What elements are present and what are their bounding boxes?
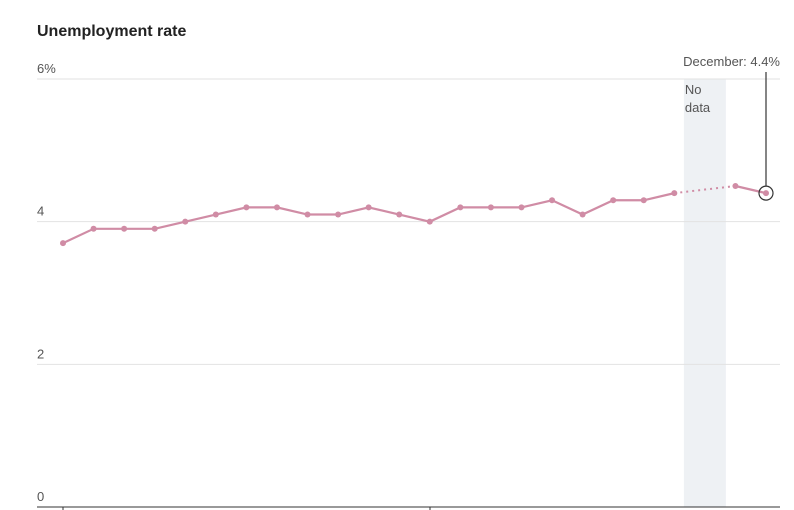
chart-title: Unemployment rate [37, 23, 186, 40]
point [732, 183, 739, 189]
y-tick-label: 6% [37, 61, 56, 76]
y-tick-label: 2 [37, 346, 44, 361]
no-data-label: No data [685, 82, 711, 115]
no-data-label-line: data [685, 100, 711, 115]
point [579, 211, 586, 218]
y-tick-label: 0 [37, 489, 44, 504]
point [304, 211, 311, 218]
point [549, 197, 556, 204]
gap-connector [674, 185, 736, 195]
no-data-band [683, 79, 726, 507]
point [335, 211, 342, 218]
point [212, 211, 219, 218]
point [243, 204, 250, 211]
point [121, 225, 128, 232]
point [671, 190, 678, 197]
point [518, 204, 525, 211]
line [62, 184, 767, 245]
point [487, 204, 494, 211]
point [457, 204, 464, 211]
annotation-label: December: 4.4% [683, 54, 780, 69]
point [273, 204, 280, 211]
point [182, 218, 189, 225]
point [365, 204, 372, 211]
no-data-label-line: No [685, 82, 702, 97]
point [610, 197, 617, 204]
point [640, 197, 647, 204]
point [396, 211, 403, 218]
point [151, 225, 158, 232]
point [90, 225, 97, 232]
point [763, 190, 769, 197]
point [426, 218, 433, 225]
y-tick-label: 4 [37, 204, 44, 219]
point [60, 240, 66, 247]
